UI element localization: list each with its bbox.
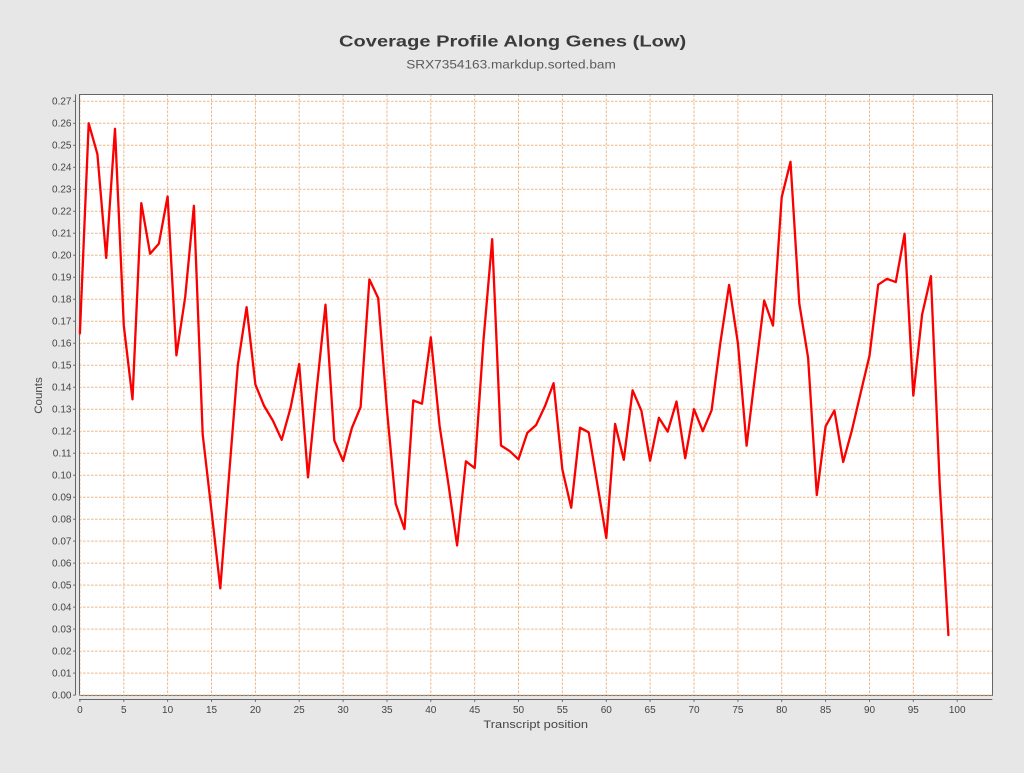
svg-text:0.18: 0.18 — [52, 295, 72, 306]
svg-text:0.22: 0.22 — [52, 207, 72, 218]
svg-text:85: 85 — [820, 705, 832, 716]
svg-text:0.03: 0.03 — [52, 625, 72, 636]
svg-text:95: 95 — [908, 705, 920, 716]
svg-text:40: 40 — [425, 705, 437, 716]
svg-text:Counts: Counts — [33, 377, 45, 414]
svg-text:0.02: 0.02 — [52, 647, 72, 658]
svg-text:Transcript position: Transcript position — [483, 718, 588, 731]
svg-text:0.08: 0.08 — [52, 515, 72, 526]
svg-text:0.10: 0.10 — [52, 471, 72, 482]
svg-text:50: 50 — [513, 705, 525, 716]
svg-text:90: 90 — [864, 705, 876, 716]
svg-text:0.23: 0.23 — [52, 185, 72, 196]
svg-text:0.11: 0.11 — [53, 449, 72, 460]
svg-text:0.24: 0.24 — [52, 163, 72, 174]
svg-text:0.16: 0.16 — [52, 339, 72, 350]
svg-text:30: 30 — [338, 705, 350, 716]
svg-text:80: 80 — [776, 705, 788, 716]
svg-text:25: 25 — [294, 705, 306, 716]
svg-text:0.19: 0.19 — [52, 273, 72, 284]
svg-text:SRX7354163.markdup.sorted.bam: SRX7354163.markdup.sorted.bam — [406, 57, 616, 71]
svg-text:35: 35 — [381, 705, 393, 716]
svg-text:0.13: 0.13 — [52, 405, 72, 416]
svg-text:Coverage Profile Along Genes (: Coverage Profile Along Genes (Low) — [339, 32, 686, 50]
svg-text:0.05: 0.05 — [52, 581, 72, 592]
svg-text:45: 45 — [469, 705, 481, 716]
svg-text:60: 60 — [601, 705, 613, 716]
svg-text:0.25: 0.25 — [52, 141, 72, 152]
svg-text:15: 15 — [206, 705, 218, 716]
svg-text:0.15: 0.15 — [52, 361, 72, 372]
svg-text:0.04: 0.04 — [52, 603, 72, 614]
svg-text:0.20: 0.20 — [52, 251, 72, 262]
svg-text:0: 0 — [77, 705, 83, 716]
svg-text:65: 65 — [645, 705, 657, 716]
svg-text:70: 70 — [688, 705, 700, 716]
svg-text:0.09: 0.09 — [52, 493, 72, 504]
svg-text:5: 5 — [121, 705, 127, 716]
svg-text:10: 10 — [162, 705, 174, 716]
svg-text:0.01: 0.01 — [52, 669, 72, 680]
svg-text:55: 55 — [557, 705, 569, 716]
svg-text:0.21: 0.21 — [52, 229, 72, 240]
svg-text:20: 20 — [250, 705, 262, 716]
svg-text:0.26: 0.26 — [52, 119, 72, 130]
svg-text:75: 75 — [732, 705, 744, 716]
svg-text:0.00: 0.00 — [52, 691, 72, 702]
svg-text:0.07: 0.07 — [52, 537, 72, 548]
svg-text:0.27: 0.27 — [52, 97, 72, 108]
svg-text:0.12: 0.12 — [52, 427, 72, 438]
svg-text:100: 100 — [949, 705, 966, 716]
svg-text:0.14: 0.14 — [52, 383, 72, 394]
svg-text:0.17: 0.17 — [52, 317, 72, 328]
svg-text:0.06: 0.06 — [52, 559, 72, 570]
